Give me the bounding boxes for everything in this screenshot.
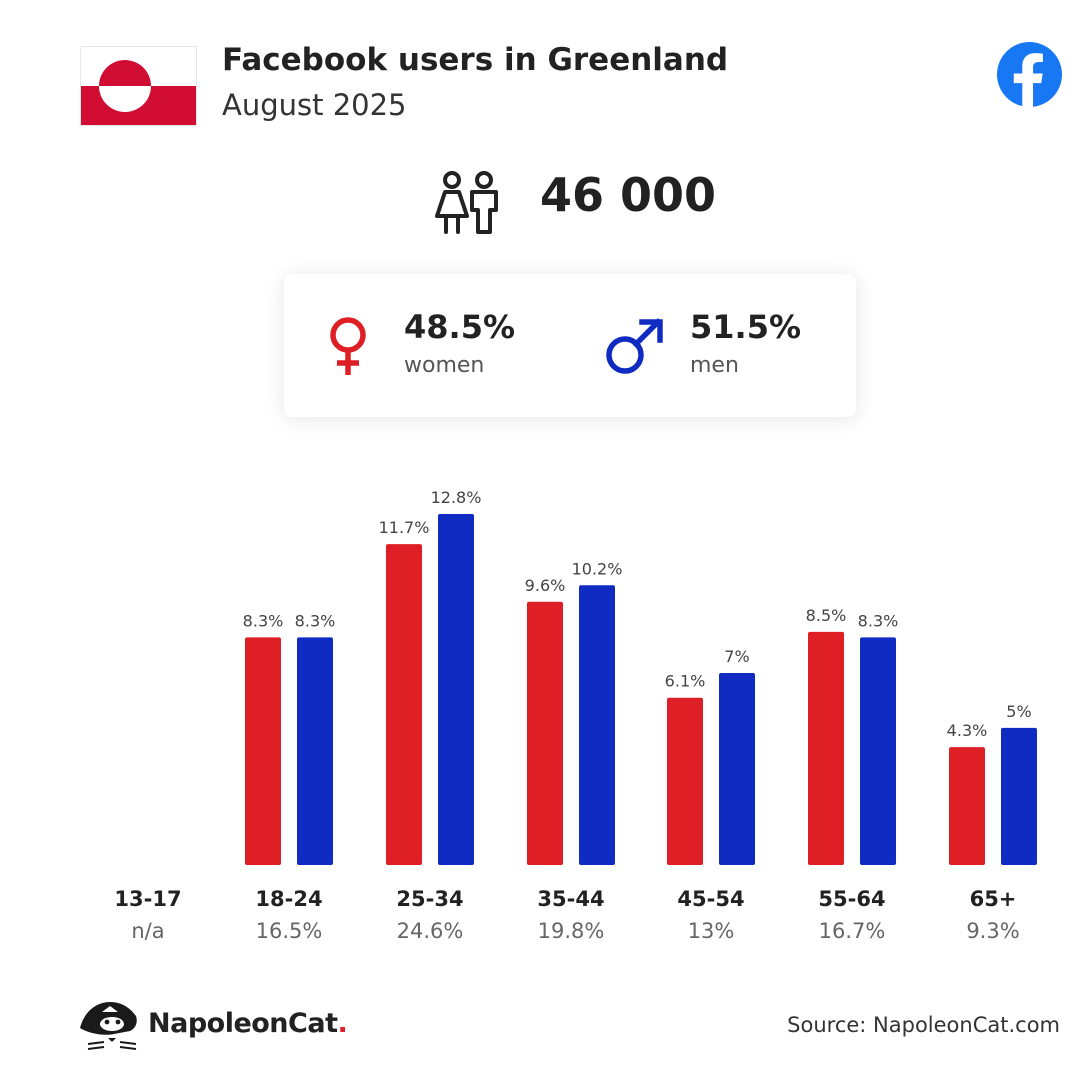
age-category-total: 16.7% [819, 919, 886, 943]
bar-women-18-24 [245, 637, 281, 865]
bar-value-label-women-35-44: 9.6% [525, 576, 566, 595]
page-title: Facebook users in Greenland [222, 42, 729, 78]
bar-value-label-men-65+: 5% [1006, 702, 1031, 721]
bar-men-45-54 [719, 673, 755, 865]
female-symbol-icon [330, 317, 366, 375]
age-category-total: 13% [688, 919, 735, 943]
age-category-label: 18-24 [255, 887, 322, 911]
total-users-count: 46 000 [540, 168, 717, 222]
women-label: women [404, 353, 485, 378]
age-category-total: n/a [131, 919, 164, 943]
age-category-total: 9.3% [966, 919, 1019, 943]
age-category-total: 19.8% [538, 919, 605, 943]
bar-women-25-34 [386, 544, 422, 865]
bar-men-35-44 [579, 585, 615, 865]
bar-value-label-men-18-24: 8.3% [295, 611, 336, 630]
bar-value-label-women-55-64: 8.5% [806, 606, 847, 625]
bar-value-label-women-18-24: 8.3% [243, 611, 284, 630]
greenland-flag-icon [80, 46, 197, 126]
bar-value-label-men-35-44: 10.2% [572, 559, 623, 578]
bar-value-label-men-55-64: 8.3% [858, 611, 899, 630]
bar-men-55-64 [860, 637, 896, 865]
bar-women-35-44 [527, 601, 563, 865]
bar-men-25-34 [438, 514, 474, 865]
brand-name: NapoleonCat. [148, 1008, 348, 1039]
bar-value-label-women-25-34: 11.7% [379, 518, 430, 537]
bar-women-45-54 [667, 697, 703, 865]
age-category-label: 13-17 [114, 887, 181, 911]
bar-men-18-24 [297, 637, 333, 865]
source-credit: Source: NapoleonCat.com [787, 1013, 1060, 1037]
women-percentage: 48.5% [404, 308, 516, 346]
age-category-label: 45-54 [677, 887, 744, 911]
napoleoncat-logo-icon [80, 1002, 137, 1050]
gender-split-card [284, 274, 856, 417]
age-category-total: 16.5% [256, 919, 323, 943]
bar-men-65+ [1001, 727, 1037, 865]
bar-value-label-women-65+: 4.3% [947, 721, 988, 740]
men-label: men [690, 353, 739, 378]
bar-women-65+ [949, 747, 985, 865]
age-category-label: 65+ [970, 887, 1017, 911]
bar-value-label-men-45-54: 7% [724, 647, 749, 666]
age-category-total: 24.6% [397, 919, 464, 943]
age-gender-bar-chart: 13-17 n/a 8.3% 8.3% 18-24 16.5% 11.7% 12.8% 25-3… [0, 470, 1080, 950]
age-category-label: 25-34 [396, 887, 463, 911]
facebook-icon[interactable] [997, 42, 1062, 107]
men-percentage: 51.5% [690, 308, 802, 346]
age-category-label: 35-44 [537, 887, 604, 911]
bar-value-label-men-25-34: 12.8% [431, 488, 482, 507]
page-subtitle: August 2025 [222, 88, 407, 122]
bar-value-label-women-45-54: 6.1% [665, 672, 706, 691]
people-icon [435, 171, 498, 234]
age-category-label: 55-64 [818, 887, 885, 911]
male-symbol-icon [606, 318, 663, 374]
bar-women-55-64 [808, 631, 844, 865]
